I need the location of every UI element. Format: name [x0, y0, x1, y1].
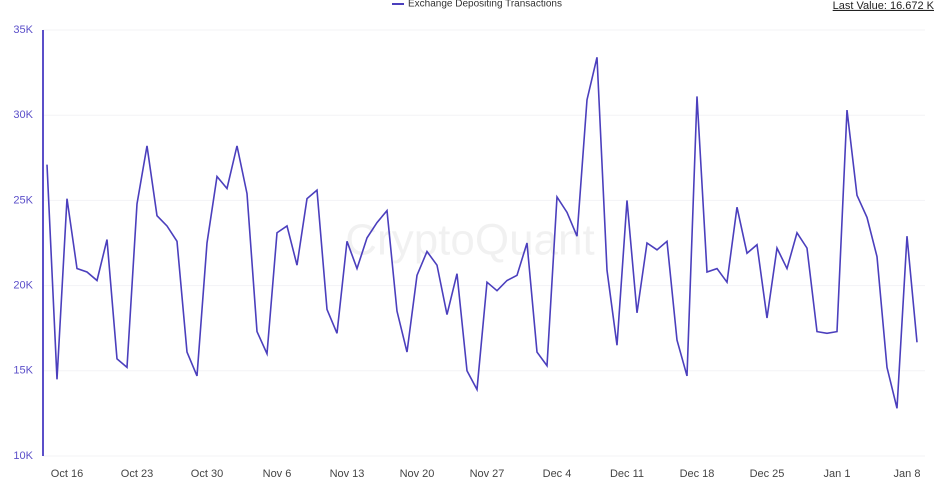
- x-tick-label: Oct 30: [191, 468, 223, 480]
- y-tick-label: 25K: [13, 194, 33, 206]
- x-tick-label: Dec 25: [750, 468, 785, 480]
- x-tick-label: Nov 13: [330, 468, 365, 480]
- x-tick-label: Oct 23: [121, 468, 153, 480]
- data-line: [46, 57, 918, 409]
- legend-label: Exchange Depositing Transactions: [408, 0, 562, 10]
- x-tick-label: Jan 1: [824, 468, 851, 480]
- x-tick-label: Oct 16: [51, 468, 83, 480]
- y-tick-label: 30K: [13, 109, 33, 121]
- x-tick-label: Nov 6: [263, 468, 292, 480]
- watermark: CryptoQuant: [345, 216, 594, 265]
- x-tick-label: Nov 20: [400, 468, 435, 480]
- x-tick-label: Jan 8: [894, 468, 921, 480]
- x-tick-label: Nov 27: [470, 468, 505, 480]
- x-tick-label: Dec 18: [680, 468, 715, 480]
- y-tick-label: 15K: [13, 365, 33, 377]
- x-tick-label: Dec 11: [610, 468, 644, 480]
- y-tick-label: 35K: [13, 24, 33, 36]
- y-tick-label: 20K: [13, 280, 33, 292]
- y-tick-label: 10K: [13, 450, 33, 462]
- last-value: Last Value: 16.672 K: [833, 0, 935, 12]
- x-tick-label: Dec 4: [543, 468, 572, 480]
